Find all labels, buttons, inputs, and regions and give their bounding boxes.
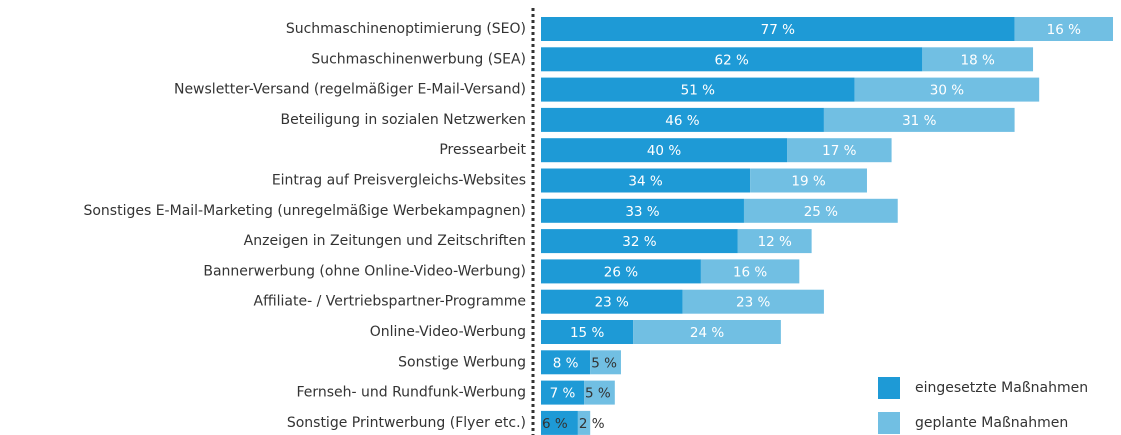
value-label: 40 % — [647, 143, 681, 159]
legend-swatch — [878, 412, 900, 434]
value-label: 33 % — [625, 204, 659, 220]
bar-segment — [541, 410, 578, 435]
bar-segment — [541, 17, 1015, 41]
bar-segment — [541, 168, 751, 193]
bar-segment — [541, 289, 683, 314]
value-label: 77 % — [761, 22, 795, 38]
bar-segment — [541, 138, 788, 163]
value-label: 8 % — [553, 355, 579, 371]
value-label: 5 % — [591, 355, 617, 371]
category-label: Newsletter-Versand (regelmäßiger E-Mail-… — [174, 82, 526, 98]
bar-segment — [787, 138, 892, 163]
bar-segment — [541, 259, 701, 284]
value-label: 16 % — [1047, 22, 1081, 38]
value-label: 5 % — [585, 386, 611, 402]
bar-segment — [541, 229, 738, 254]
category-label: Fernseh- und Rundfunk-Werbung — [296, 385, 526, 401]
value-label: 16 % — [733, 264, 767, 280]
bar-segment — [737, 229, 812, 254]
legend-label: eingesetzte Maßnahmen — [915, 380, 1088, 396]
bar-segment — [700, 259, 800, 284]
bar-segment — [577, 410, 591, 435]
value-label: 18 % — [961, 52, 995, 68]
value-label: 31 % — [902, 113, 936, 129]
bar-segment — [541, 380, 585, 405]
bar-segment — [823, 107, 1015, 132]
bar-segment — [922, 47, 1034, 72]
value-label: 7 % — [550, 386, 576, 402]
category-label: Sonstige Printwerbung (Flyer etc.) — [287, 415, 526, 431]
bar-segment — [1014, 17, 1113, 41]
bar-segment — [750, 168, 867, 193]
value-label: 2 % — [579, 416, 605, 432]
value-label: 23 % — [736, 295, 770, 311]
value-label: 51 % — [681, 83, 715, 99]
value-label: 12 % — [758, 234, 792, 250]
bar-segment — [743, 198, 898, 223]
value-label: 30 % — [930, 83, 964, 99]
bar-segment — [584, 380, 615, 405]
bar-segment — [541, 350, 591, 375]
category-label: Anzeigen in Zeitungen und Zeitschriften — [244, 233, 526, 249]
category-label: Online-Video-Werbung — [370, 324, 526, 340]
bar-segment — [854, 77, 1040, 102]
legend-label: geplante Maßnahmen — [915, 415, 1068, 431]
value-label: 19 % — [791, 174, 825, 190]
value-label: 17 % — [822, 143, 856, 159]
bar-segment — [633, 320, 781, 344]
value-label: 6 % — [542, 416, 568, 432]
bar-segment — [682, 289, 824, 314]
category-label: Bannerwerbung (ohne Online-Video-Werbung… — [203, 263, 526, 279]
bar-segment — [541, 77, 855, 102]
category-label: Sonstiges E-Mail-Marketing (unregelmäßig… — [83, 203, 526, 219]
value-label: 34 % — [628, 174, 662, 190]
bar-segment — [541, 198, 744, 223]
value-label: 46 % — [665, 113, 699, 129]
bar-segment — [541, 107, 824, 132]
category-label: Sonstige Werbung — [398, 354, 526, 370]
category-label: Suchmaschinenoptimierung (SEO) — [286, 21, 526, 37]
value-label: 24 % — [690, 325, 724, 341]
value-label: 25 % — [804, 204, 838, 220]
bar-segment — [541, 47, 923, 72]
category-label: Beteiligung in sozialen Netzwerken — [280, 112, 526, 128]
bar-segment — [590, 350, 621, 375]
legend-swatch — [878, 377, 900, 399]
value-label: 62 % — [715, 52, 749, 68]
bar-segment — [541, 320, 634, 344]
category-label: Pressearbeit — [439, 142, 526, 158]
value-label: 32 % — [622, 234, 656, 250]
category-label: Suchmaschinenwerbung (SEA) — [311, 51, 526, 67]
value-label: 15 % — [570, 325, 604, 341]
value-label: 26 % — [604, 264, 638, 280]
value-label: 23 % — [595, 295, 629, 311]
category-label: Affiliate- / Vertriebspartner-Programme — [254, 294, 526, 310]
category-label: Eintrag auf Preisvergleichs-Websites — [272, 173, 526, 189]
